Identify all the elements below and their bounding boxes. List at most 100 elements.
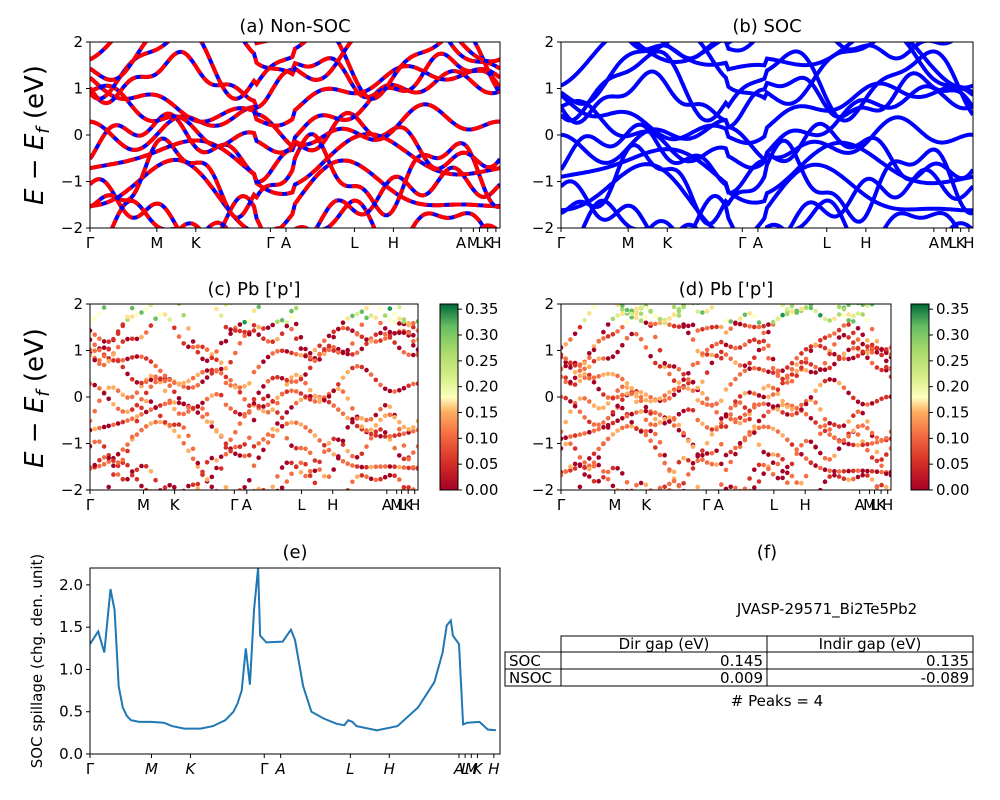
y-tick-label: −1 xyxy=(61,173,83,191)
projection-point xyxy=(237,421,243,426)
projection-point xyxy=(657,420,663,425)
projection-point xyxy=(397,426,402,432)
projection-point xyxy=(756,462,762,468)
projection-point xyxy=(667,467,672,472)
projection-point xyxy=(851,428,856,434)
projection-point xyxy=(667,396,672,401)
projection-point xyxy=(799,402,804,408)
projection-point xyxy=(196,515,201,520)
projection-point xyxy=(587,429,592,435)
projection-point xyxy=(218,466,224,471)
projection-point xyxy=(340,375,346,381)
projection-point xyxy=(676,422,682,428)
y-tick-label: 2 xyxy=(73,33,83,51)
projection-point xyxy=(341,274,346,279)
projection-point xyxy=(766,394,771,400)
projection-point xyxy=(359,346,365,352)
x-tick-label: H xyxy=(409,496,420,514)
projection-point xyxy=(97,336,102,342)
projection-point xyxy=(90,328,93,333)
projection-point xyxy=(822,428,828,434)
projection-point xyxy=(368,313,374,318)
projection-point xyxy=(298,397,304,403)
colorbar-tick-label: 0.10 xyxy=(936,429,969,447)
projection-point xyxy=(125,462,130,468)
projection-point xyxy=(101,455,107,460)
projection-point xyxy=(289,519,294,524)
projection-point xyxy=(827,291,832,296)
projection-point xyxy=(577,432,583,437)
projection-point xyxy=(799,407,804,412)
y-tick-label: −1 xyxy=(532,173,554,191)
projection-point xyxy=(724,495,729,500)
projection-point xyxy=(190,344,196,350)
projection-point xyxy=(247,331,252,337)
projection-point xyxy=(172,278,177,283)
projection-point xyxy=(195,383,201,388)
projection-point xyxy=(752,430,757,436)
x-tick-label: Γ xyxy=(260,760,269,778)
projection-point xyxy=(401,443,407,448)
projection-point xyxy=(865,304,870,308)
projection-point xyxy=(667,513,672,518)
projection-point xyxy=(298,335,304,340)
projection-point xyxy=(667,371,672,377)
projection-point xyxy=(153,316,158,322)
projection-point xyxy=(879,457,884,462)
projection-point xyxy=(364,315,369,321)
projection-point xyxy=(387,412,393,418)
projection-point xyxy=(737,345,743,350)
projection-point xyxy=(294,516,299,521)
projection-point xyxy=(233,430,238,435)
x-tick-label: M xyxy=(150,234,163,252)
projection-point xyxy=(572,369,578,375)
projection-point xyxy=(256,332,262,338)
projection-point xyxy=(190,405,196,411)
projection-point xyxy=(275,375,280,380)
projection-point xyxy=(106,359,111,364)
projection-point xyxy=(681,481,686,486)
projection-point xyxy=(345,271,350,276)
projection-point xyxy=(842,262,847,267)
y-tick-label: 2 xyxy=(544,33,554,51)
projection-point xyxy=(176,400,182,406)
colorbar-tick-label: 0.25 xyxy=(936,352,969,370)
projection-point xyxy=(101,345,107,351)
projection-point xyxy=(671,304,677,310)
projection-point xyxy=(247,403,252,408)
projection-point xyxy=(195,486,201,490)
projection-point xyxy=(359,364,365,370)
projection-point xyxy=(610,420,616,426)
projection-point xyxy=(378,293,383,298)
projection-point xyxy=(350,453,355,459)
projection-point xyxy=(761,323,766,329)
projection-point xyxy=(832,469,837,474)
projection-point xyxy=(596,446,601,452)
projection-point xyxy=(186,433,191,439)
projection-point xyxy=(803,456,809,461)
bands-clip xyxy=(90,42,500,228)
x-tick-label: H xyxy=(388,234,399,252)
projection-point xyxy=(312,458,318,463)
projection-point xyxy=(223,402,229,408)
projection-point xyxy=(610,465,616,471)
projection-point xyxy=(591,422,597,427)
projection-point xyxy=(766,343,771,349)
projection-point xyxy=(200,298,205,303)
projection-point xyxy=(836,474,842,479)
projection-point xyxy=(172,484,177,490)
projection-point xyxy=(624,307,630,313)
projection-point xyxy=(582,292,587,297)
projection-point xyxy=(153,379,158,385)
projection-point xyxy=(341,261,346,266)
projection-point xyxy=(657,348,663,353)
projection-point xyxy=(251,397,257,402)
projection-point xyxy=(307,387,313,393)
projection-point xyxy=(378,476,383,482)
projection-point xyxy=(836,354,842,360)
colorbar-c-ticks: 0.000.050.100.150.200.250.300.35 xyxy=(458,300,498,499)
projection-point xyxy=(785,464,790,470)
projection-point xyxy=(275,349,280,354)
projection-point xyxy=(176,422,182,427)
projection-point xyxy=(415,328,418,333)
